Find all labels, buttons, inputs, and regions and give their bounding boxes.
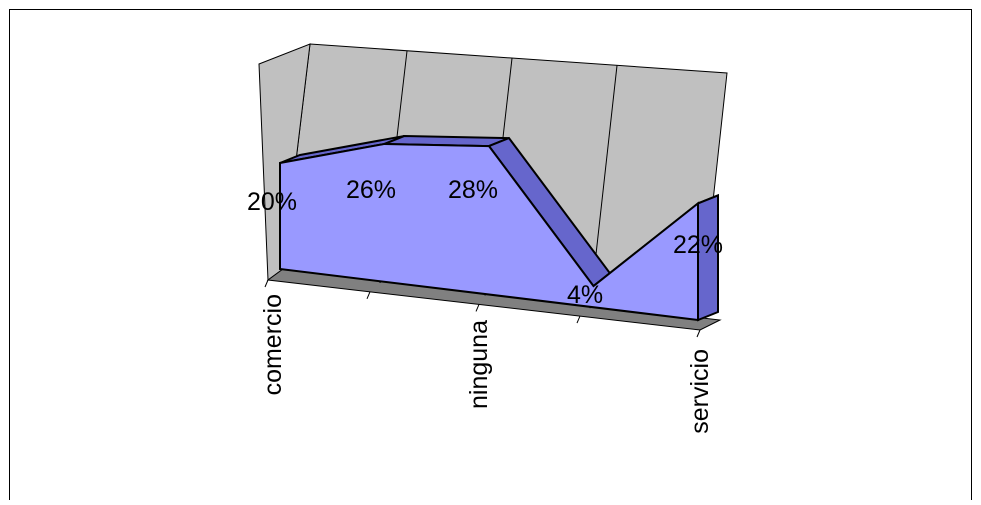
series-area: [279, 134, 719, 322]
data-label: 20%: [247, 188, 297, 216]
data-label: 28%: [448, 176, 498, 204]
x-axis-ticks: [264, 279, 701, 338]
x-axis-labels: comercio ninguna servicio: [259, 294, 714, 434]
x-tick: [696, 329, 701, 338]
data-label: 22%: [673, 231, 723, 259]
x-tick-label: servicio: [686, 349, 714, 434]
data-label: 4%: [567, 281, 603, 309]
x-tick: [576, 315, 581, 324]
area-front-face: [279, 142, 699, 322]
data-label: 26%: [346, 176, 396, 204]
x-tick-label: comercio: [259, 294, 287, 395]
x-tick-label: ninguna: [465, 320, 493, 409]
data-labels: 20% 26% 28% 4% 22%: [247, 176, 723, 309]
floor: [266, 268, 722, 331]
x-tick: [366, 291, 371, 300]
x-tick: [475, 304, 480, 312]
x-tick: [264, 279, 269, 288]
